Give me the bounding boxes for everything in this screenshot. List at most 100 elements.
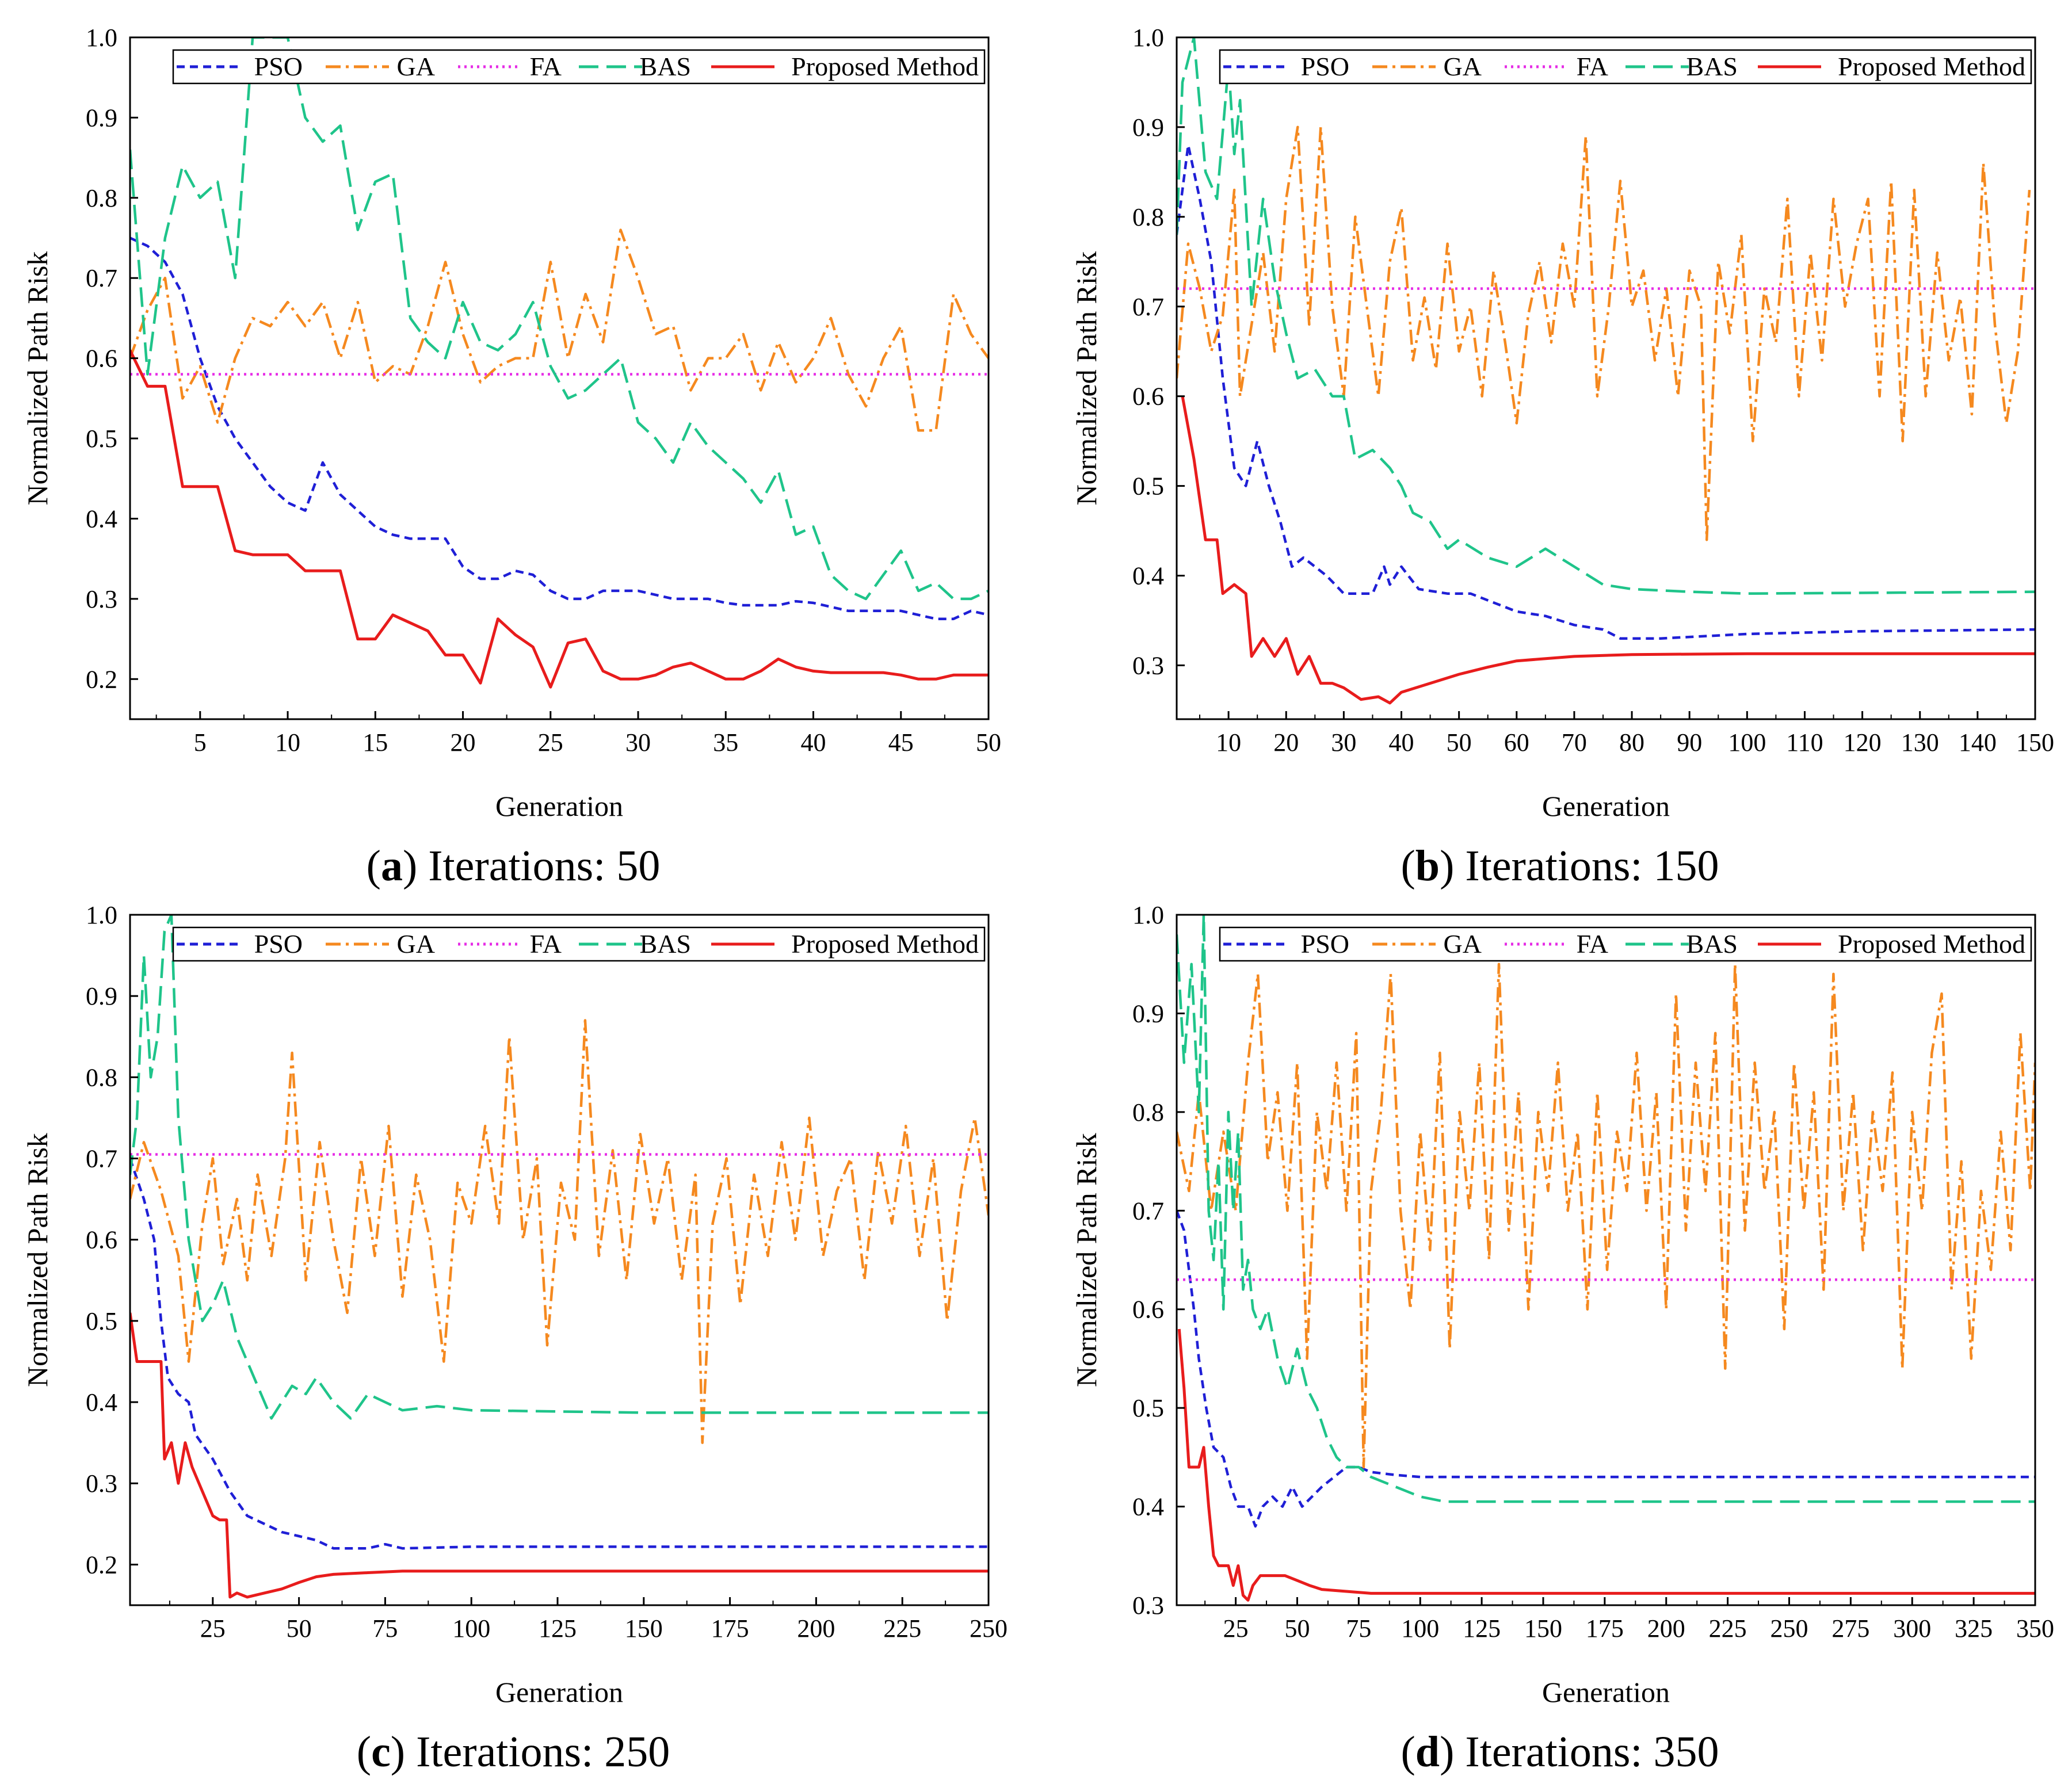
x-tick-label: 275 bbox=[1831, 1614, 1869, 1643]
series-line-ga bbox=[130, 1019, 989, 1444]
series-line-proposed-method bbox=[130, 1312, 989, 1599]
legend-label-pso: PSO bbox=[1301, 929, 1349, 959]
x-tick-label: 60 bbox=[1504, 728, 1529, 757]
x-tick-label: 50 bbox=[1447, 728, 1472, 757]
y-tick-label: 0.3 bbox=[86, 1469, 117, 1498]
caption-open-paren: ( bbox=[1401, 842, 1415, 890]
y-tick-label: 1.0 bbox=[1132, 901, 1164, 929]
legend-label-proposed-method: Proposed Method bbox=[791, 52, 979, 81]
y-tick-label: 0.9 bbox=[86, 104, 117, 132]
plot-frame bbox=[129, 36, 990, 720]
x-axis-label: Generation bbox=[495, 790, 623, 822]
legend-label-bas: BAS bbox=[640, 929, 691, 959]
y-tick-label: 0.8 bbox=[86, 1063, 117, 1091]
y-tick-label: 0.7 bbox=[86, 1145, 117, 1173]
legend: PSO GA FA BAS Proposed Method bbox=[1219, 49, 2032, 85]
y-axis-label: Normalized Path Risk bbox=[1070, 251, 1102, 506]
x-tick-label: 150 bbox=[1524, 1614, 1562, 1643]
plot-frame bbox=[1176, 36, 2036, 720]
y-tick-label: 0.3 bbox=[1132, 651, 1164, 679]
y-tick-label: 1.0 bbox=[86, 901, 117, 929]
caption-text: Iterations: 250 bbox=[405, 1728, 670, 1776]
y-tick-label: 0.3 bbox=[1132, 1591, 1164, 1620]
y-tick-label: 1.0 bbox=[86, 24, 117, 52]
y-tick-label: 0.4 bbox=[86, 1388, 117, 1416]
y-tick-label: 0.3 bbox=[86, 585, 117, 613]
y-axis-label: Normalized Path Risk bbox=[21, 251, 54, 506]
y-tick-label: 0.7 bbox=[86, 264, 117, 292]
x-tick-label: 20 bbox=[1273, 728, 1299, 757]
legend-label-fa: FA bbox=[530, 52, 562, 81]
legend-label-proposed-method: Proposed Method bbox=[1838, 929, 2025, 959]
series-lines bbox=[1177, 37, 2035, 705]
series-line-bas bbox=[1177, 915, 2035, 1503]
y-tick-label: 0.8 bbox=[86, 184, 117, 212]
caption-open-paren: ( bbox=[367, 842, 381, 890]
y-axis-label: Normalized Path Risk bbox=[21, 1133, 54, 1387]
legend-label-pso: PSO bbox=[254, 52, 303, 81]
x-tick-label: 45 bbox=[888, 728, 914, 757]
caption-text: Iterations: 50 bbox=[417, 842, 660, 890]
legend-label-fa: FA bbox=[1577, 52, 1608, 81]
x-tick-label: 20 bbox=[451, 728, 476, 757]
x-tick-label: 25 bbox=[1223, 1614, 1249, 1643]
panel-caption: (a) Iterations: 50 bbox=[367, 842, 661, 890]
panel-a: 5 10 15 20 25 30 35 40 45 50 0.2 0.3 0.4 0.5 0.6 0.7 0.8… bbox=[21, 24, 1001, 890]
x-tick-label: 350 bbox=[2016, 1614, 2054, 1643]
series-lines bbox=[1177, 915, 2035, 1602]
caption-close-paren: ) bbox=[403, 842, 417, 890]
series-line-bas bbox=[130, 915, 989, 1420]
x-tick-label: 50 bbox=[976, 728, 1001, 757]
panel-c: 25 50 75 100 125 150 175 200 225 2500.20.30.40.50… bbox=[21, 901, 1008, 1776]
y-axis-label: Normalized Path Risk bbox=[1070, 1133, 1102, 1387]
y-tick-label: 0.7 bbox=[1132, 1197, 1164, 1225]
y-tick-label: 0.6 bbox=[1132, 383, 1164, 411]
series-line-pso bbox=[1177, 143, 2035, 640]
caption-letter: d bbox=[1415, 1728, 1440, 1776]
legend-label-ga: GA bbox=[1444, 52, 1482, 81]
x-tick-label: 100 bbox=[1401, 1614, 1439, 1643]
y-tick-label: 0.5 bbox=[86, 1307, 117, 1335]
series-line-proposed-method bbox=[1177, 1328, 2035, 1602]
x-tick-label: 70 bbox=[1562, 728, 1587, 757]
x-tick-label: 10 bbox=[1216, 728, 1241, 757]
x-tick-label: 50 bbox=[1284, 1614, 1310, 1643]
x-tick-label: 40 bbox=[801, 728, 826, 757]
panel-caption: (d) Iterations: 350 bbox=[1401, 1728, 1719, 1776]
series-line-proposed-method bbox=[130, 349, 989, 689]
y-tick-label: 0.4 bbox=[86, 505, 117, 533]
x-tick-label: 25 bbox=[538, 728, 563, 757]
caption-letter: c bbox=[371, 1728, 391, 1776]
legend-label-ga: GA bbox=[1444, 929, 1482, 959]
x-tick-label: 130 bbox=[1901, 728, 1939, 757]
y-tick-label: 1.0 bbox=[1132, 24, 1164, 52]
x-tick-label: 250 bbox=[1770, 1614, 1808, 1643]
y-tick-label: 0.5 bbox=[86, 425, 117, 453]
y-tick-label: 0.2 bbox=[86, 1551, 117, 1579]
x-tick-label: 150 bbox=[2016, 728, 2054, 757]
x-tick-label: 175 bbox=[711, 1614, 749, 1643]
caption-open-paren: ( bbox=[1401, 1728, 1415, 1776]
series-line-bas bbox=[1177, 37, 2035, 595]
x-tick-label: 90 bbox=[1677, 728, 1702, 757]
x-tick-label: 120 bbox=[1844, 728, 1882, 757]
y-tick-label: 0.8 bbox=[1132, 203, 1164, 231]
x-tick-label: 200 bbox=[797, 1614, 835, 1643]
panel-d: 25 50 75 100 125 150 175 200 225 250 275 300 325 350 0… bbox=[1070, 901, 2054, 1776]
y-tick-label: 0.9 bbox=[1132, 999, 1164, 1028]
x-tick-label: 50 bbox=[287, 1614, 312, 1643]
plot-frame bbox=[1176, 914, 2036, 1606]
y-tick-label: 0.4 bbox=[1132, 1493, 1164, 1521]
y-tick-label: 0.6 bbox=[1132, 1296, 1164, 1324]
y-axis: 0.2 0.3 0.4 0.5 0.6 0.7 0.8 0.9 1.0 bbox=[86, 901, 138, 1579]
legend: PSO GA FA BAS Proposed Method bbox=[172, 49, 986, 85]
x-tick-label: 25 bbox=[200, 1614, 226, 1643]
panel-caption: (c) Iterations: 250 bbox=[357, 1728, 670, 1776]
y-tick-label: 0.2 bbox=[86, 665, 117, 693]
caption-letter: a bbox=[381, 842, 403, 890]
legend-label-pso: PSO bbox=[254, 929, 303, 959]
legend-label-pso: PSO bbox=[1301, 52, 1349, 81]
x-tick-label: 110 bbox=[1786, 728, 1823, 757]
caption-close-paren: ) bbox=[1440, 1728, 1454, 1776]
x-axis: 25 50 75 100 125 150 175 200 225 250 275 300 325 350 bbox=[1204, 1597, 2054, 1643]
